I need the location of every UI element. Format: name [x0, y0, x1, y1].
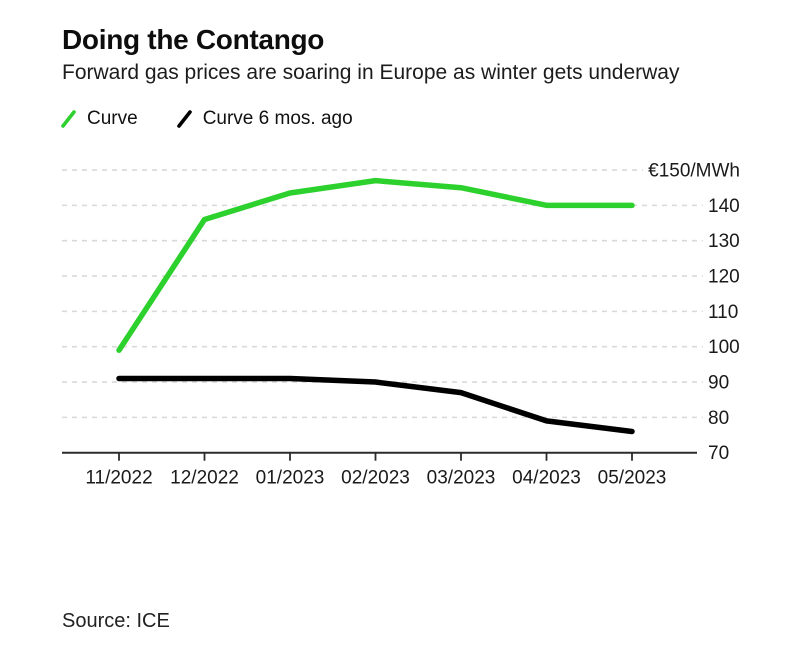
y-axis-tick-label: 120: [708, 267, 740, 288]
y-axis-tick-label: 80: [708, 408, 729, 429]
line-swatch-icon: [176, 110, 192, 128]
legend-swatch-line: [61, 110, 76, 128]
y-axis-unit-label: €150/MWh: [648, 161, 740, 182]
page-title: Doing the Contango: [62, 24, 325, 55]
x-axis-tick-label: 11/2022: [85, 468, 152, 489]
y-axis-tick-label: 70: [708, 443, 729, 464]
y-axis-tick-label: 90: [708, 373, 729, 394]
legend-label: Curve 6 mos. ago: [202, 108, 353, 129]
x-axis-tick-label: 12/2022: [170, 468, 239, 489]
y-axis-tick-label: 140: [708, 196, 740, 217]
x-axis-tick-label: 02/2023: [341, 468, 410, 489]
legend-swatch-line: [176, 110, 192, 128]
x-axis-tick-label: 01/2023: [256, 468, 325, 489]
y-axis-tick-label: 100: [708, 337, 740, 358]
x-axis-tick-label: 05/2023: [598, 468, 667, 489]
chart-subtitle: Forward gas prices are soaring in Europe…: [62, 61, 680, 84]
x-axis-tick-label: 03/2023: [427, 468, 496, 489]
legend-label: Curve: [87, 108, 138, 129]
legend-item-curve: Curve: [60, 108, 138, 130]
series-line-curve: [116, 177, 635, 353]
source-attribution: Source: ICE: [62, 610, 170, 632]
x-axis-tick-label: 04/2023: [512, 468, 581, 489]
chart-legend: Curve Curve 6 mos. ago: [60, 108, 353, 130]
y-axis-tick-label: 130: [708, 231, 740, 252]
y-axis-tick-label: 110: [708, 302, 738, 323]
line-swatch-icon: [61, 110, 76, 128]
series-line-curve-6-mos-ago: [116, 375, 635, 435]
legend-item-curve-6mo: Curve 6 mos. ago: [176, 108, 353, 130]
